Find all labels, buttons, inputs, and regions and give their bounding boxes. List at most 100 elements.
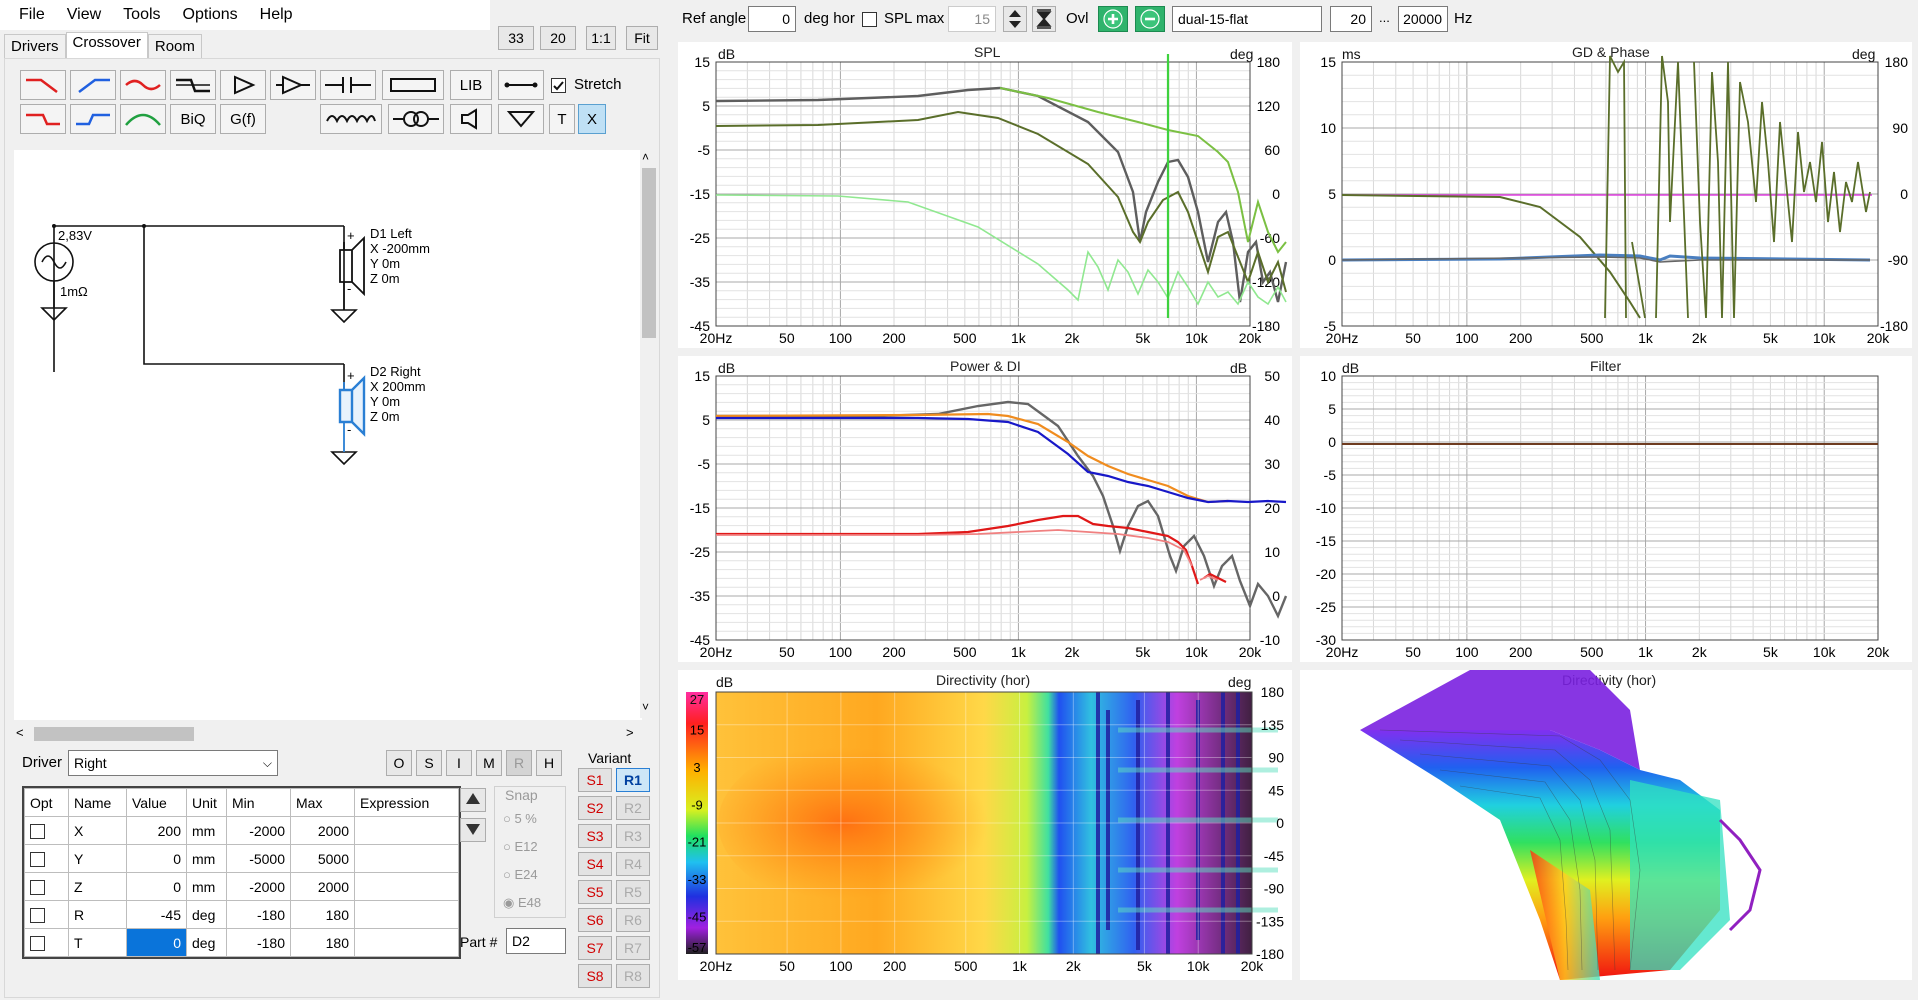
lowpass-red-icon[interactable] bbox=[20, 70, 66, 100]
param-min[interactable]: -180 bbox=[226, 900, 291, 929]
param-expression[interactable] bbox=[354, 816, 459, 845]
snap-5pct-radio[interactable]: ○ 5 % bbox=[503, 811, 537, 826]
spl-max-checkbox[interactable] bbox=[862, 12, 877, 27]
text-tool-button[interactable]: T bbox=[549, 104, 575, 134]
filter-chart-panel[interactable]: Filter dB 10 5 0 -5 -10 -15 -20 -25 -30 20Hz 50 100… bbox=[1300, 356, 1912, 662]
variant-r4-button[interactable]: R4 bbox=[616, 852, 650, 876]
param-max[interactable]: 5000 bbox=[290, 844, 355, 873]
param-expression[interactable] bbox=[354, 844, 459, 873]
driver-r-button[interactable]: R bbox=[506, 750, 532, 776]
tab-crossover[interactable]: Crossover bbox=[65, 32, 148, 58]
variant-r8-button[interactable]: R8 bbox=[616, 964, 650, 988]
snap-e24-radio[interactable]: ○ E24 bbox=[503, 867, 538, 882]
bandpass-green-icon[interactable] bbox=[120, 104, 166, 134]
delete-tool-button[interactable]: X bbox=[578, 104, 606, 134]
schematic-horizontal-scrollbar[interactable]: ˂ ˃ bbox=[14, 725, 640, 743]
driver-m-button[interactable]: M bbox=[476, 750, 502, 776]
param-value[interactable]: 200 bbox=[126, 816, 187, 845]
driver-o-button[interactable]: O bbox=[386, 750, 412, 776]
variant-r5-button[interactable]: R5 bbox=[616, 880, 650, 904]
scroll-thumb[interactable] bbox=[642, 168, 656, 338]
param-max[interactable]: 2000 bbox=[290, 872, 355, 901]
move-up-button[interactable] bbox=[460, 788, 486, 812]
freq-high-field[interactable]: 20000 bbox=[1398, 6, 1448, 32]
inductor-icon[interactable] bbox=[320, 104, 382, 134]
menu-view[interactable]: View bbox=[66, 6, 102, 23]
tab-room[interactable]: Room bbox=[147, 34, 202, 58]
param-min[interactable]: -180 bbox=[226, 928, 291, 957]
snap-e48-radio[interactable]: ◉ E48 bbox=[503, 895, 542, 910]
directivity-3d-panel[interactable]: Directivity (hor) bbox=[1300, 670, 1912, 980]
highpass-step-blue-icon[interactable] bbox=[70, 104, 116, 134]
variant-s5-button[interactable]: S5 bbox=[578, 880, 612, 904]
part-number-field[interactable]: D2 bbox=[506, 928, 566, 954]
variant-s4-button[interactable]: S4 bbox=[578, 852, 612, 876]
d1-driver-icon[interactable]: + - bbox=[339, 228, 365, 310]
d2-driver-icon[interactable]: + - bbox=[338, 368, 366, 452]
transformer-icon[interactable] bbox=[388, 104, 444, 134]
spl-chart-panel[interactable]: SPL dB deg 15 180 5 120 -5 60 -15 0 -25 -60 -35 -12… bbox=[678, 42, 1292, 348]
menu-file[interactable]: File bbox=[19, 6, 45, 23]
param-min[interactable]: -2000 bbox=[226, 816, 291, 845]
ground-icon[interactable] bbox=[498, 104, 544, 134]
d2-info[interactable]: D2 Right X 200mm Y 0m Z 0m bbox=[370, 364, 426, 424]
spl-max-field[interactable]: 15 bbox=[948, 6, 996, 32]
scroll-up-icon[interactable]: ˄ bbox=[642, 150, 650, 164]
d1-info[interactable]: D1 Left X -200mm Y 0m Z 0m bbox=[370, 226, 430, 286]
shelf-red-icon[interactable] bbox=[120, 70, 166, 100]
variant-s6-button[interactable]: S6 bbox=[578, 908, 612, 932]
scroll-left-icon[interactable]: ˂ bbox=[16, 725, 24, 740]
hscroll-thumb[interactable] bbox=[34, 727, 194, 741]
opt-checkbox[interactable] bbox=[24, 816, 69, 845]
variant-s3-button[interactable]: S3 bbox=[578, 824, 612, 848]
move-down-button[interactable] bbox=[460, 818, 486, 842]
snap-e12-radio[interactable]: ○ E12 bbox=[503, 839, 538, 854]
variant-r6-button[interactable]: R6 bbox=[616, 908, 650, 932]
ref-angle-field[interactable]: 0 bbox=[748, 6, 796, 32]
param-max[interactable]: 180 bbox=[290, 900, 355, 929]
variant-r1-button[interactable]: R1 bbox=[616, 768, 650, 792]
menu-help[interactable]: Help bbox=[259, 6, 293, 23]
directivity-map-panel[interactable]: Directivity (hor) dB deg bbox=[678, 670, 1292, 980]
variant-s1-button[interactable]: S1 bbox=[578, 768, 612, 792]
step-filter-icon[interactable] bbox=[170, 70, 216, 100]
scroll-down-icon[interactable]: ˅ bbox=[642, 700, 650, 714]
menu-tools[interactable]: Tools bbox=[123, 6, 161, 23]
param-value[interactable]: 0 bbox=[126, 872, 187, 901]
variant-r2-button[interactable]: R2 bbox=[616, 796, 650, 820]
overlay-preset-field[interactable]: dual-15-flat bbox=[1172, 6, 1322, 32]
tab-drivers[interactable]: Drivers bbox=[4, 34, 66, 58]
driver-h-button[interactable]: H bbox=[536, 750, 562, 776]
zoom-1to1-button[interactable]: 1:1 bbox=[586, 26, 616, 50]
opt-checkbox[interactable] bbox=[24, 872, 69, 901]
param-max[interactable]: 2000 bbox=[290, 816, 355, 845]
lowpass-step-red-icon[interactable] bbox=[20, 104, 66, 134]
param-expression[interactable] bbox=[354, 928, 459, 957]
capacitor-icon[interactable] bbox=[320, 70, 376, 100]
stretch-checkbox[interactable] bbox=[551, 78, 566, 93]
gd-phase-chart-panel[interactable]: GD & Phase ms deg 15 180 10 90 5 0 0 -90 -5 -180 2… bbox=[1300, 42, 1912, 348]
param-expression[interactable] bbox=[354, 900, 459, 929]
param-min[interactable]: -5000 bbox=[226, 844, 291, 873]
param-max[interactable]: 180 bbox=[290, 928, 355, 957]
variant-r7-button[interactable]: R7 bbox=[616, 936, 650, 960]
driver-s-button[interactable]: S bbox=[416, 750, 442, 776]
gf-button[interactable]: G(f) bbox=[220, 104, 266, 134]
opt-checkbox[interactable] bbox=[24, 900, 69, 929]
param-value[interactable]: 0 bbox=[126, 844, 187, 873]
schematic-vertical-scrollbar[interactable]: ˄ ˅ bbox=[640, 150, 658, 718]
spl-fit-icon[interactable] bbox=[1032, 6, 1056, 32]
opt-checkbox[interactable] bbox=[24, 928, 69, 957]
scroll-right-icon[interactable]: ˃ bbox=[626, 725, 634, 740]
resistor-icon[interactable] bbox=[382, 70, 444, 100]
param-min[interactable]: -2000 bbox=[226, 872, 291, 901]
variant-r3-button[interactable]: R3 bbox=[616, 824, 650, 848]
schematic-canvas[interactable]: + - + - 2,83V 1mΩ D1 Left X -200mm Y 0m … bbox=[14, 150, 642, 720]
variant-s2-button[interactable]: S2 bbox=[578, 796, 612, 820]
zoom-a-field[interactable]: 33 bbox=[498, 26, 534, 50]
highpass-blue-icon[interactable] bbox=[70, 70, 116, 100]
speaker-icon[interactable] bbox=[450, 104, 492, 134]
driver-i-button[interactable]: I bbox=[446, 750, 472, 776]
biquad-button[interactable]: BiQ bbox=[170, 104, 216, 134]
param-value-selected[interactable]: 0 bbox=[126, 928, 187, 957]
